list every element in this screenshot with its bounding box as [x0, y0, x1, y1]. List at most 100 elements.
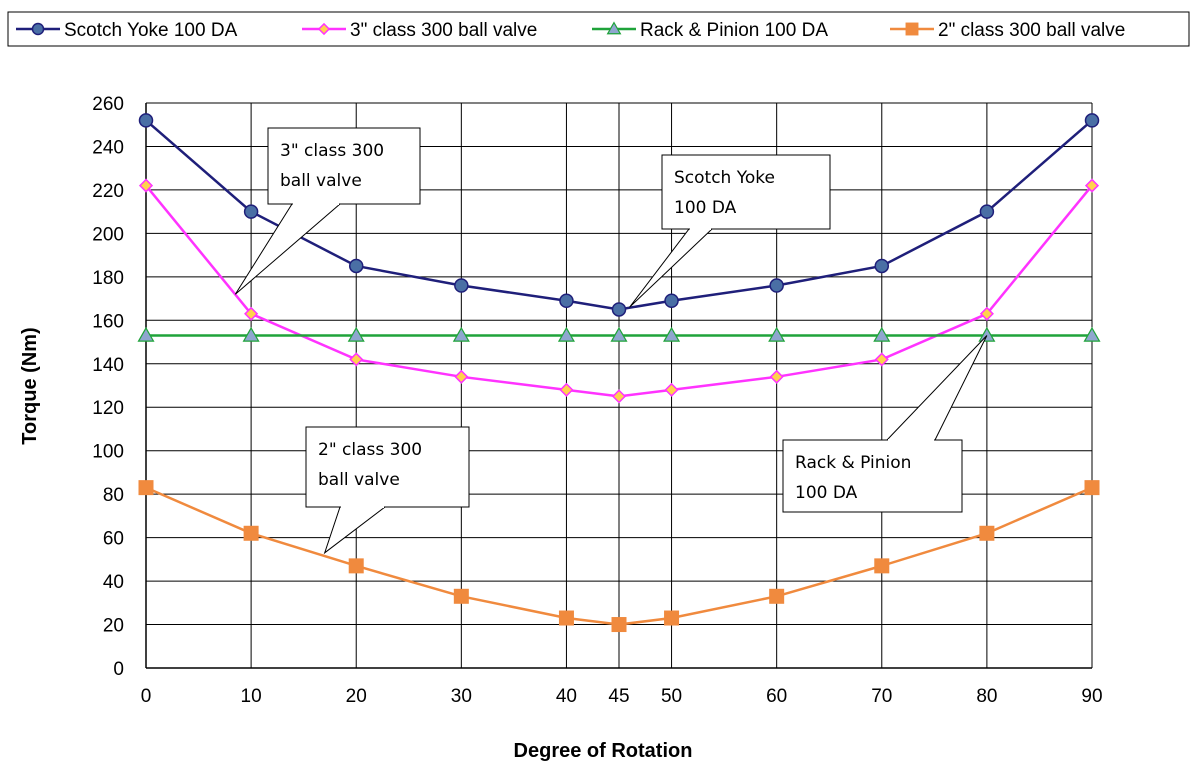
data-point — [347, 326, 365, 342]
data-point — [348, 258, 364, 274]
x-tick-label: 10 — [241, 686, 262, 707]
data-point — [557, 326, 575, 342]
legend-marker — [905, 22, 919, 36]
legend-entry-3: 2" class 300 ball valve — [890, 20, 1125, 41]
data-point — [1084, 480, 1100, 496]
legend-marker — [606, 21, 622, 35]
tick-labels: 0 20 40 60 80 100 120 140 160 180 200 220 240 260 0 10 2… — [92, 94, 1102, 707]
callout-3: 2" class 300 ball valve — [305, 426, 470, 555]
legend-entry-2: Rack & Pinion 100 DA — [592, 20, 828, 41]
y-tick-label: 60 — [103, 529, 124, 550]
x-tick-label: 60 — [766, 686, 787, 707]
series-group — [137, 113, 1101, 633]
legend-entry-0: Scotch Yoke 100 DA — [16, 20, 238, 41]
data-point — [1084, 113, 1100, 128]
data-point — [874, 258, 890, 274]
data-point — [768, 326, 786, 342]
legend-marker — [317, 22, 331, 36]
y-tick-label: 100 — [92, 442, 124, 463]
y-tick-label: 160 — [92, 311, 124, 332]
y-axis-label: Torque (Nm) — [19, 327, 41, 444]
data-point — [454, 369, 469, 384]
data-point — [769, 278, 784, 293]
callout-2: Rack & Pinion 100 DA — [782, 335, 988, 513]
callout-box — [661, 154, 831, 230]
x-tick-label: 0 — [141, 686, 152, 707]
x-tick-label: 70 — [871, 686, 892, 707]
data-point — [452, 326, 470, 342]
legend-marker — [31, 22, 45, 36]
callout-text: 100 DA — [674, 198, 737, 218]
data-point — [138, 480, 154, 496]
legend: Scotch Yoke 100 DA 3" class 300 ball valv… — [7, 11, 1190, 47]
data-point — [611, 617, 627, 633]
x-tick-label: 30 — [451, 686, 472, 707]
callout-text: 2" class 300 — [318, 440, 422, 460]
series-1 — [138, 178, 1100, 404]
legend-label: 3" class 300 ball valve — [350, 20, 537, 41]
y-tick-label: 140 — [92, 355, 124, 376]
data-point — [978, 326, 996, 342]
callout-text: Rack & Pinion — [795, 453, 911, 473]
data-point — [979, 525, 995, 541]
y-tick-label: 0 — [113, 659, 124, 680]
legend-label: Rack & Pinion 100 DA — [640, 20, 828, 41]
callout-1: Scotch Yoke 100 DA — [629, 154, 831, 308]
data-point — [611, 302, 627, 317]
data-point — [244, 306, 259, 321]
y-tick-label: 220 — [92, 181, 124, 202]
data-point — [874, 352, 889, 367]
data-point — [873, 326, 891, 342]
series-0 — [138, 113, 1100, 317]
callout-pointer — [323, 506, 387, 555]
callout-text: ball valve — [280, 171, 362, 191]
data-point — [558, 610, 574, 626]
data-point — [664, 610, 680, 626]
data-point — [1083, 326, 1101, 342]
y-tick-label: 240 — [92, 137, 124, 158]
data-point — [664, 293, 679, 308]
y-tick-label: 20 — [103, 616, 124, 637]
data-point — [559, 382, 574, 397]
x-tick-label: 20 — [346, 686, 367, 707]
legend-entry-1: 3" class 300 ball valve — [302, 20, 537, 41]
data-point — [1084, 178, 1100, 193]
data-point — [349, 352, 364, 367]
callout-box — [305, 426, 470, 508]
data-point — [453, 588, 469, 604]
series-2 — [137, 326, 1101, 342]
legend-label: Scotch Yoke 100 DA — [64, 20, 238, 41]
data-point — [137, 326, 155, 342]
data-point — [874, 558, 890, 574]
y-tick-label: 180 — [92, 268, 124, 289]
data-point — [559, 293, 574, 308]
data-point — [138, 178, 154, 193]
data-point — [610, 326, 628, 342]
x-tick-label: 50 — [661, 686, 682, 707]
callout-text: 100 DA — [795, 483, 858, 503]
data-point — [664, 382, 679, 397]
series-3 — [138, 480, 1100, 633]
data-point — [454, 278, 469, 293]
data-point — [243, 525, 259, 541]
callout-text: 3" class 300 — [280, 141, 384, 161]
data-point — [243, 204, 259, 219]
x-tick-label: 45 — [608, 686, 629, 707]
data-point — [769, 369, 784, 384]
y-tick-label: 80 — [103, 485, 124, 506]
x-tick-label: 40 — [556, 686, 577, 707]
y-tick-label: 120 — [92, 398, 124, 419]
data-point — [138, 113, 154, 128]
data-point — [769, 588, 785, 604]
data-point — [348, 558, 364, 574]
callout-box — [782, 439, 963, 513]
data-point — [242, 326, 260, 342]
callout-text: ball valve — [318, 470, 400, 490]
x-axis-label: Degree of Rotation — [514, 740, 693, 762]
callout-text: Scotch Yoke — [674, 168, 775, 188]
data-point — [663, 326, 681, 342]
callout-box — [267, 127, 421, 205]
legend-label: 2" class 300 ball valve — [938, 20, 1125, 41]
